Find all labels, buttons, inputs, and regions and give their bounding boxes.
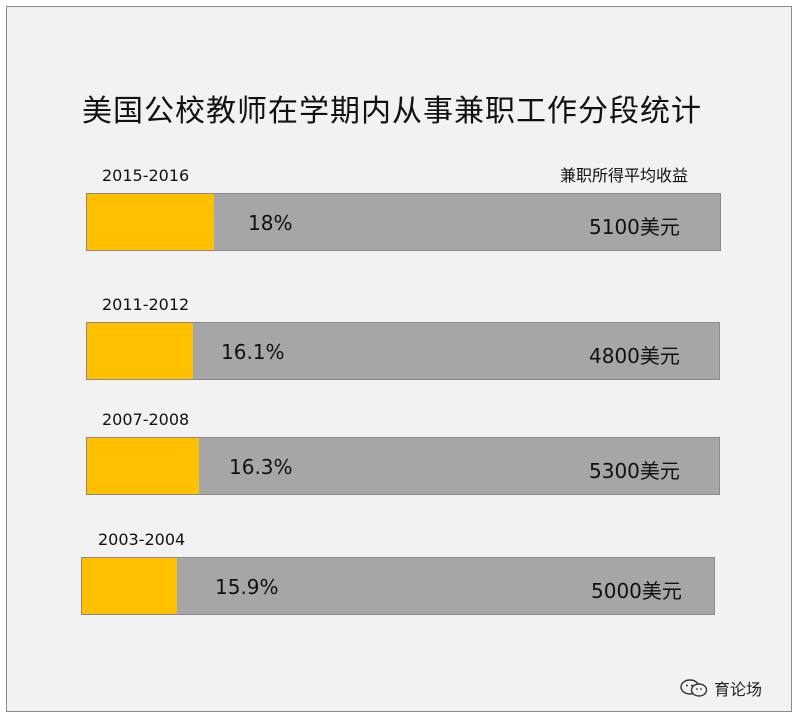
bar-fill: [82, 558, 177, 614]
percent-label: 15.9%: [215, 575, 279, 599]
earnings-label: 5100美元: [589, 215, 680, 239]
chart-title: 美国公校教师在学期内从事兼职工作分段统计: [82, 94, 702, 129]
watermark-text: 育论场: [714, 680, 763, 699]
percent-label: 18%: [248, 211, 293, 235]
bar-track: 16.3% 5300美元: [86, 437, 720, 495]
percent-label: 16.3%: [229, 455, 293, 479]
bar-fill: [87, 438, 199, 494]
wechat-icon: [680, 679, 708, 697]
period-label: 2003-2004: [98, 530, 186, 549]
bar-track: 18% 5100美元: [86, 193, 721, 251]
bar-fill: [87, 323, 193, 379]
bar-track: 16.1% 4800美元: [86, 322, 720, 380]
bar-fill: [87, 194, 214, 250]
watermark: 育论场: [680, 676, 762, 700]
period-label: 2007-2008: [102, 410, 190, 429]
earnings-label: 4800美元: [589, 344, 680, 368]
bar-track: 15.9% 5000美元: [81, 557, 715, 615]
percent-label: 16.1%: [221, 340, 285, 364]
earnings-label: 5000美元: [591, 579, 682, 603]
earnings-column-header: 兼职所得平均收益: [560, 166, 689, 185]
period-label: 2015-2016: [102, 166, 190, 185]
earnings-label: 5300美元: [589, 459, 680, 483]
period-label: 2011-2012: [102, 295, 190, 314]
